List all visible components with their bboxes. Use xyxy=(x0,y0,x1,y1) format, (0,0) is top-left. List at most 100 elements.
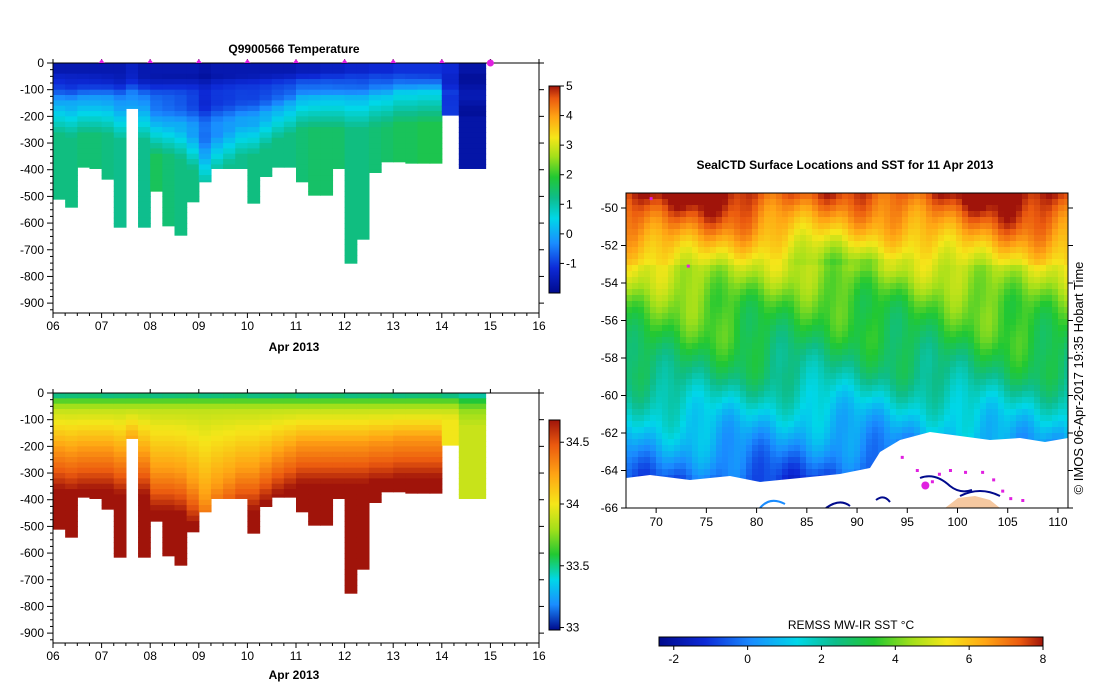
profile-cell xyxy=(320,403,334,410)
sst-cell xyxy=(860,343,867,350)
profile-cell xyxy=(198,169,212,176)
sst-cell xyxy=(926,229,933,236)
sst-cell xyxy=(680,211,687,218)
profile-cell xyxy=(65,494,78,501)
sst-cell xyxy=(650,373,657,380)
profile-cell xyxy=(150,451,163,458)
sst-cell xyxy=(908,427,915,434)
sst-cell xyxy=(878,217,885,224)
profile-cell xyxy=(308,435,321,442)
sst-cell xyxy=(650,247,657,254)
sst-cell xyxy=(812,439,819,446)
sst-cell xyxy=(920,211,927,218)
profile-cell xyxy=(235,116,248,123)
profile-cell xyxy=(356,521,370,527)
profile-cell xyxy=(308,68,321,75)
profile-cell xyxy=(174,68,188,75)
sst-cell xyxy=(632,235,639,242)
profile-cell xyxy=(296,169,309,176)
sst-cell xyxy=(632,469,639,476)
profile-cell xyxy=(186,451,200,458)
sst-cell xyxy=(974,385,981,392)
sst-cell xyxy=(860,355,867,362)
sst-cell xyxy=(680,403,687,410)
sst-cell xyxy=(764,217,771,224)
sst-cell xyxy=(704,277,711,284)
sst-cell xyxy=(638,283,645,290)
profile-cell xyxy=(113,510,127,517)
sst-cell xyxy=(674,415,681,422)
sst-cell xyxy=(872,349,879,356)
profile-cell xyxy=(138,212,151,219)
sst-cell xyxy=(668,313,675,320)
profile-cell xyxy=(65,148,78,155)
sst-cell xyxy=(842,211,849,218)
sst-cell xyxy=(770,421,777,428)
profile-cell xyxy=(429,127,443,133)
profile-cell xyxy=(344,483,358,490)
profile-cell xyxy=(356,105,370,112)
sst-cell xyxy=(710,433,717,440)
profile-cell xyxy=(271,425,285,431)
profile-cell xyxy=(198,499,212,506)
sst-cell xyxy=(650,403,657,410)
sst-cell xyxy=(860,451,867,458)
profile-cell xyxy=(381,143,394,149)
sst-cell xyxy=(926,247,933,254)
profile-cell xyxy=(77,446,91,453)
profile-cell xyxy=(186,478,200,485)
profile-cell xyxy=(296,153,309,160)
sst-cell xyxy=(776,331,783,338)
sst-cell xyxy=(824,259,831,266)
sst-cell xyxy=(656,199,663,206)
sst-cell xyxy=(674,439,681,446)
sst-cell xyxy=(890,235,897,242)
profile-cell xyxy=(101,419,115,426)
sst-cell xyxy=(926,211,933,218)
sst-cell xyxy=(944,307,951,314)
sst-cell xyxy=(878,325,885,332)
sst-cell xyxy=(776,373,783,380)
profile-cell xyxy=(235,100,248,107)
sst-cell xyxy=(656,403,663,410)
profile-cell xyxy=(125,403,139,410)
profile-cell xyxy=(247,419,261,426)
sst-cell xyxy=(698,331,705,338)
sst-cell xyxy=(770,223,777,230)
profile-cell xyxy=(308,425,321,431)
profile-cell xyxy=(138,435,151,442)
profile-cell xyxy=(344,196,358,203)
sst-cell xyxy=(752,235,759,242)
sst-cell xyxy=(686,361,693,368)
sst-cell xyxy=(980,295,987,302)
sst-cell xyxy=(848,301,855,308)
profile-cell xyxy=(101,451,115,458)
sst-cell xyxy=(758,259,765,266)
sst-cell xyxy=(818,397,825,404)
profile-cell xyxy=(113,132,127,139)
sst-cell xyxy=(656,337,663,344)
sst-cell xyxy=(764,379,771,386)
sst-cell xyxy=(680,451,687,458)
sst-cell xyxy=(836,463,843,470)
profile-cell xyxy=(150,185,163,192)
sst-cell xyxy=(842,397,849,404)
sst-cell xyxy=(632,313,639,320)
sst-cell xyxy=(704,217,711,224)
sst-cell xyxy=(962,229,969,236)
profile-cell xyxy=(113,446,127,453)
profile-cell xyxy=(174,196,188,203)
profile-cell xyxy=(101,68,115,75)
sst-cell xyxy=(656,409,663,416)
sst-cell xyxy=(926,421,933,428)
sst-cell xyxy=(758,403,765,410)
sst-cell xyxy=(884,313,891,320)
profile-cell xyxy=(65,510,78,517)
sst-cell xyxy=(632,397,639,404)
sst-cell xyxy=(962,385,969,392)
profile-cell xyxy=(417,457,431,463)
sst-cell xyxy=(746,331,753,338)
sst-cell xyxy=(644,271,651,278)
sst-cell xyxy=(872,331,879,338)
profile-cell xyxy=(235,467,248,474)
